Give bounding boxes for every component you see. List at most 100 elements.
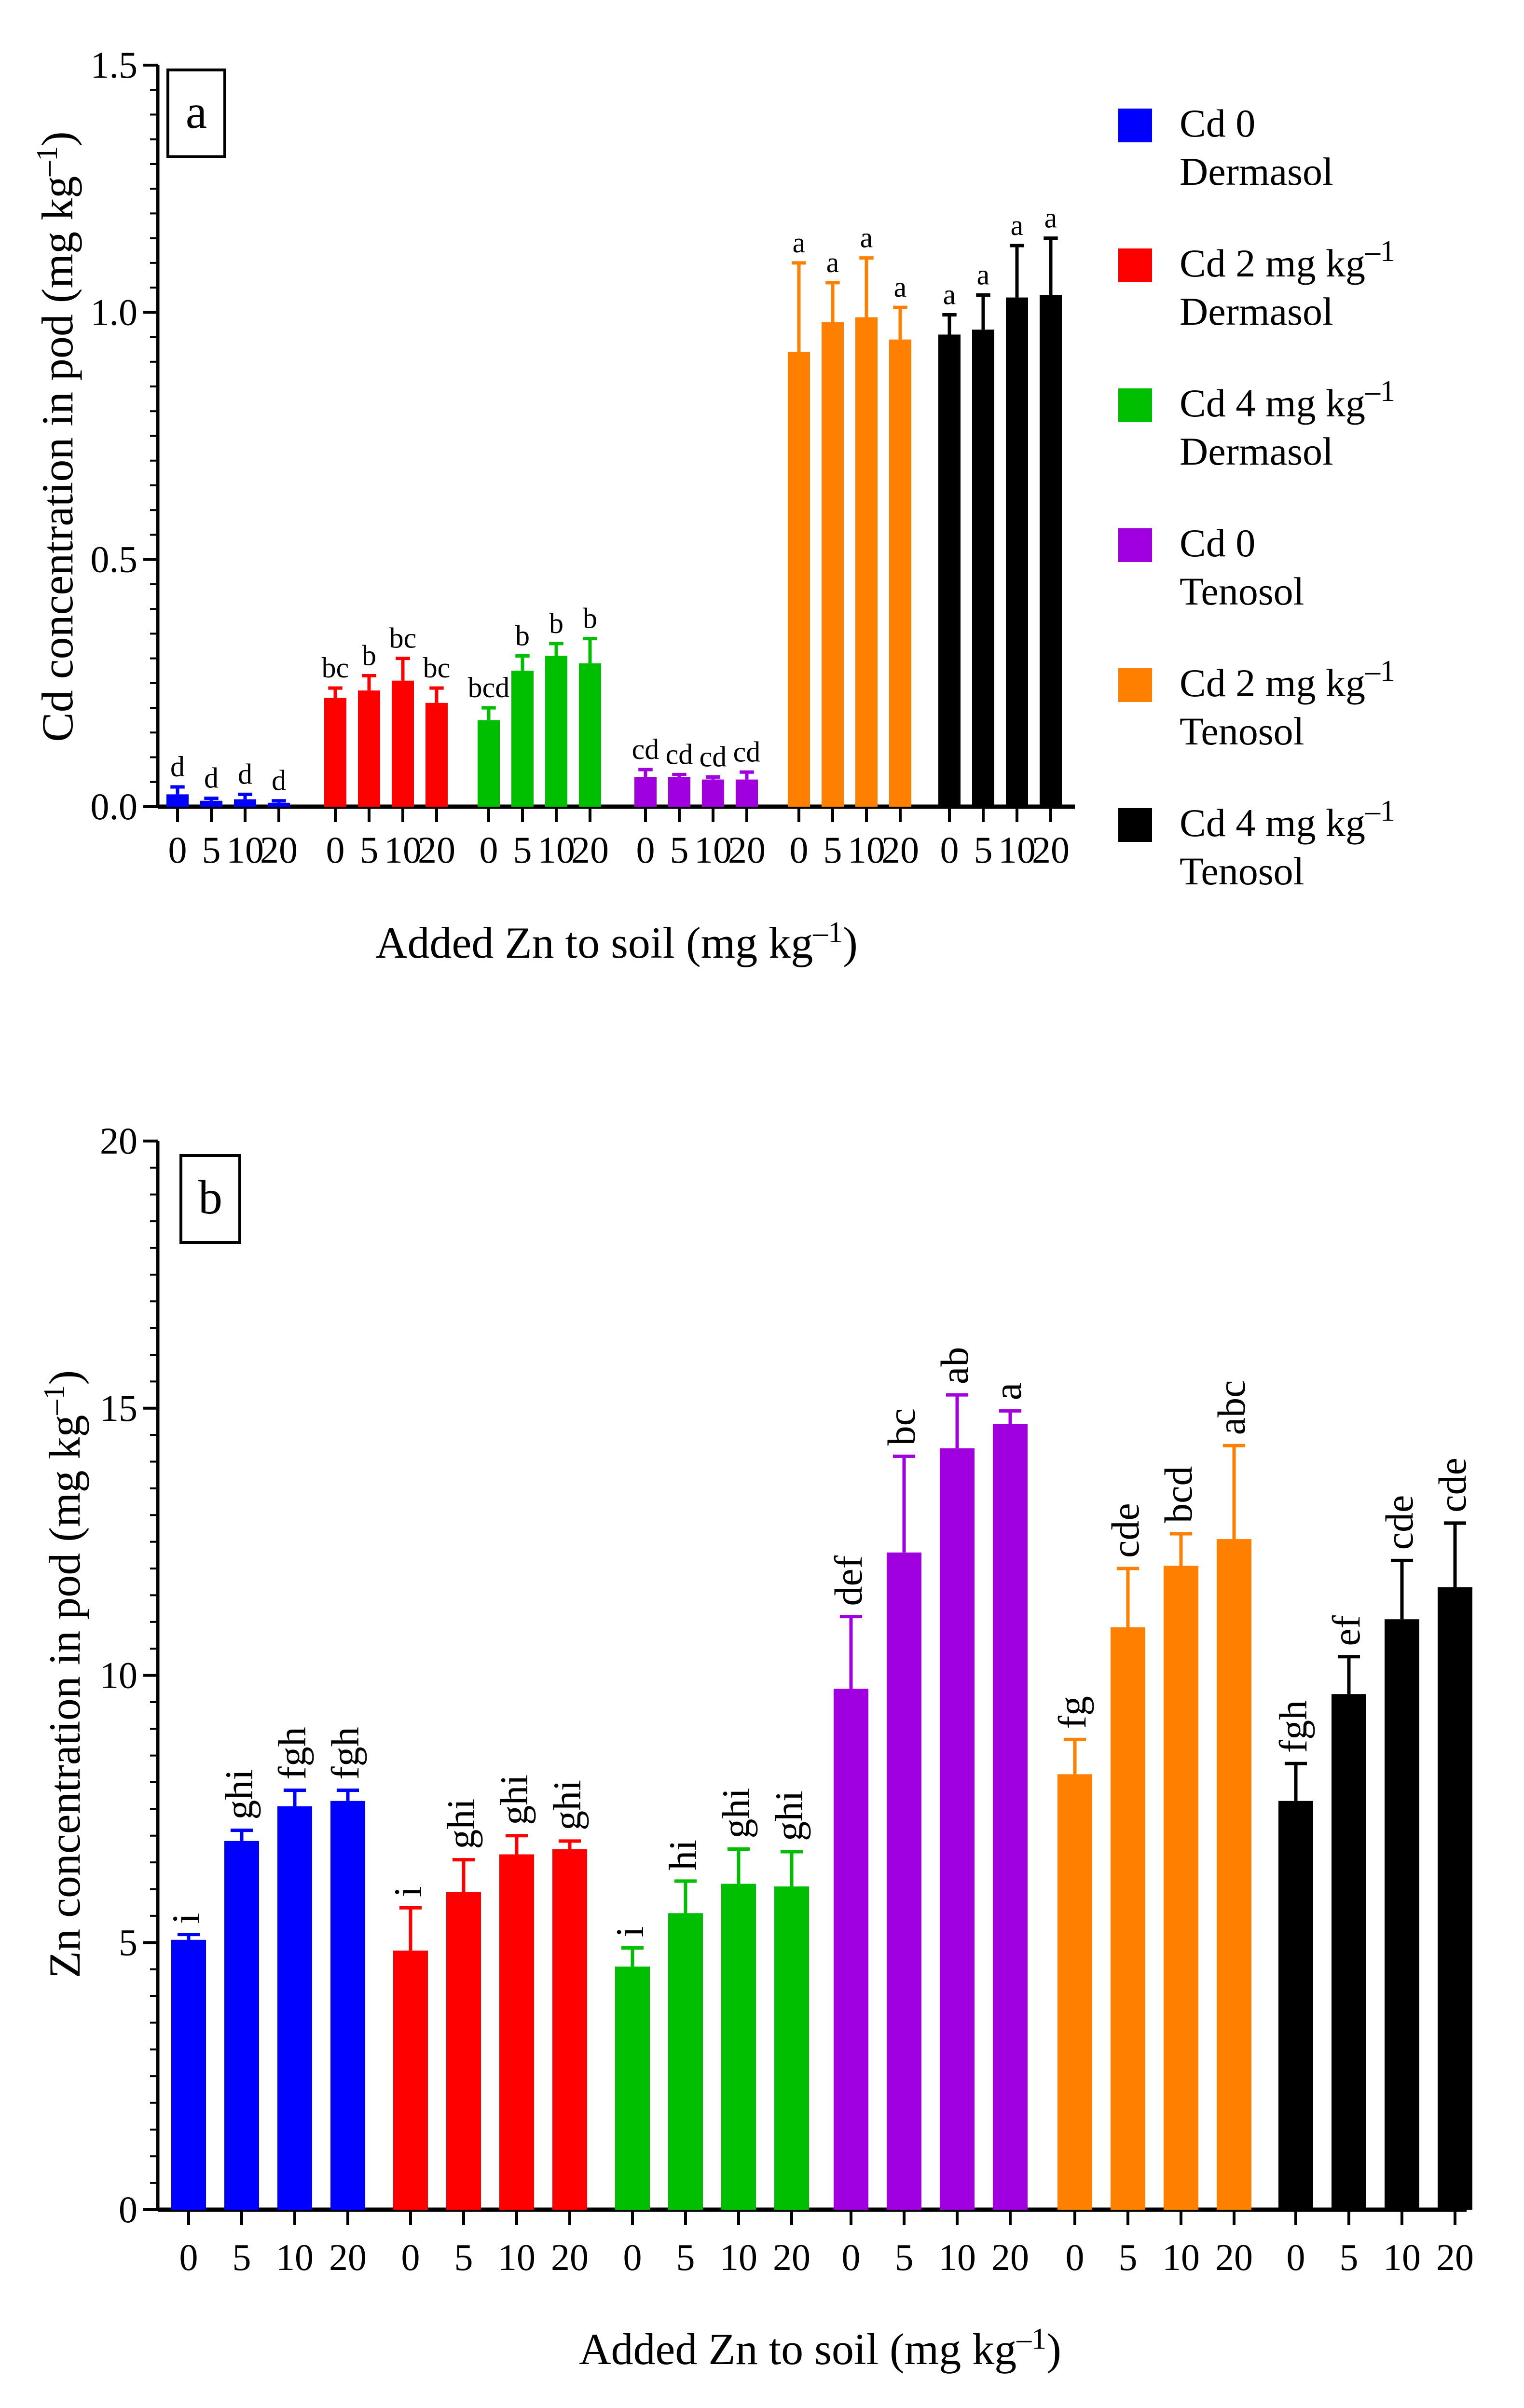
significance-letter: ghi [767, 1790, 811, 1841]
y-tick-label: 0 [119, 2188, 137, 2230]
x-tick-label: 10 [720, 2236, 757, 2278]
x-tick-label: 0 [1287, 2236, 1305, 2278]
bar [277, 1806, 312, 2210]
bar [615, 1967, 650, 2210]
x-tick-label: 20 [728, 829, 766, 871]
legend-label-line1-main: Cd 4 mg kg [1180, 801, 1365, 845]
legend-label-line2: Dermasol [1180, 150, 1333, 193]
significance-letter: bc [322, 652, 349, 684]
bar [668, 1913, 703, 2210]
significance-letter: bcd [468, 672, 510, 703]
legend-label-line1: Cd 4 mg kg–1 [1180, 375, 1395, 425]
x-tick-label: 5 [360, 829, 379, 871]
y-axis-title-sup: –1 [31, 146, 64, 177]
significance-letter: ef [1324, 1615, 1368, 1646]
y-tick-label: 20 [100, 1120, 137, 1162]
x-tick-label: 5 [824, 829, 842, 871]
bar [1385, 1619, 1419, 2210]
significance-letter: a [793, 227, 806, 259]
x-axis-title-main: Added Zn to soil (mg kg [375, 918, 813, 967]
significance-letter: ab [933, 1347, 976, 1384]
significance-letter: d [238, 758, 252, 790]
significance-letter: a [894, 271, 907, 303]
x-axis-title-end: ) [1046, 2325, 1061, 2374]
bar [545, 656, 567, 807]
legend-label-line1-sup: –1 [1365, 375, 1395, 408]
significance-letter: abc [1209, 1380, 1253, 1435]
x-tick-label: 5 [1119, 2236, 1138, 2278]
bar [1006, 297, 1028, 807]
x-tick-label: 20 [991, 2236, 1029, 2278]
legend-swatch [1118, 668, 1152, 702]
x-tick-label: 10 [1162, 2236, 1200, 2278]
significance-letter: ghi [217, 1769, 261, 1820]
bar [478, 720, 500, 807]
significance-letter: a [1011, 209, 1024, 241]
legend-label-line2: Tenosol [1180, 849, 1304, 893]
bar [940, 1448, 975, 2210]
bar [200, 800, 222, 807]
y-axis-title-main: Cd concentration in pod (mg kg [33, 176, 82, 742]
x-tick-label: 5 [233, 2236, 251, 2278]
x-tick-label: 20 [881, 829, 919, 871]
bar [702, 779, 724, 807]
panel-tag-label: a [186, 85, 207, 138]
bar [774, 1886, 809, 2210]
bar [887, 1552, 921, 2210]
legend-label-line1-sup: –1 [1365, 235, 1395, 268]
x-tick-label: 5 [1340, 2236, 1359, 2278]
x-tick-label: 10 [384, 829, 422, 871]
legend-label-line2: Dermasol [1180, 429, 1333, 473]
y-axis-title: Zn concentration in pod (mg kg–1) [38, 1370, 89, 1978]
bar [1217, 1539, 1251, 2210]
significance-letter: cde [1103, 1503, 1147, 1558]
significance-letter: a [977, 259, 990, 290]
x-tick-label: 20 [1215, 2236, 1253, 2278]
y-axis-title: Cd concentration in pod (mg kg–1) [31, 131, 82, 742]
x-tick-label: 0 [842, 2236, 861, 2278]
x-tick-label: 0 [168, 829, 187, 871]
x-tick-label: 0 [1066, 2236, 1085, 2278]
significance-letter: i [164, 1913, 208, 1924]
significance-letter: b [583, 603, 597, 634]
legend-label-line1-sup: –1 [1365, 795, 1395, 827]
y-axis-title-end: ) [40, 1370, 89, 1385]
bar [721, 1884, 756, 2210]
significance-letter: ghi [439, 1799, 483, 1849]
x-tick-label: 20 [260, 829, 298, 871]
x-tick-label: 5 [670, 829, 689, 871]
y-tick-label: 10 [100, 1654, 137, 1696]
significance-letter: bcd [1156, 1466, 1200, 1523]
x-tick-label: 10 [848, 829, 885, 871]
x-tick-label: 5 [454, 2236, 473, 2278]
y-tick-label: 1.0 [91, 291, 138, 333]
y-tick-label: 15 [100, 1387, 137, 1429]
significance-letter: fgh [323, 1727, 367, 1779]
x-tick-label: 5 [974, 829, 993, 871]
significance-letter: cd [733, 736, 761, 768]
x-tick-label: 5 [895, 2236, 914, 2278]
x-axis-title: Added Zn to soil (mg kg–1) [579, 2323, 1061, 2374]
legend-label-line2: Dermasol [1180, 289, 1333, 333]
x-tick-label: 20 [418, 829, 455, 871]
significance-letter: a [1044, 202, 1057, 234]
bar [499, 1854, 534, 2210]
x-tick-label: 5 [676, 2236, 695, 2278]
legend-label-line1: Cd 0 [1180, 521, 1255, 565]
x-tick-label: 5 [202, 829, 221, 871]
bar [972, 330, 994, 807]
legend-label-line1: Cd 4 mg kg–1 [1180, 795, 1395, 845]
x-axis-title-end: ) [843, 918, 858, 967]
significance-letter: d [272, 765, 286, 797]
bar [426, 702, 448, 807]
x-tick-label: 10 [694, 829, 732, 871]
x-tick-label: 20 [329, 2236, 367, 2278]
significance-letter: bc [879, 1408, 923, 1445]
y-axis-title-main: Zn concentration in pod (mg kg [40, 1415, 89, 1979]
significance-letter: i [608, 1926, 652, 1938]
legend-swatch [1118, 808, 1152, 842]
significance-letter: a [826, 247, 839, 278]
bar [579, 663, 601, 807]
